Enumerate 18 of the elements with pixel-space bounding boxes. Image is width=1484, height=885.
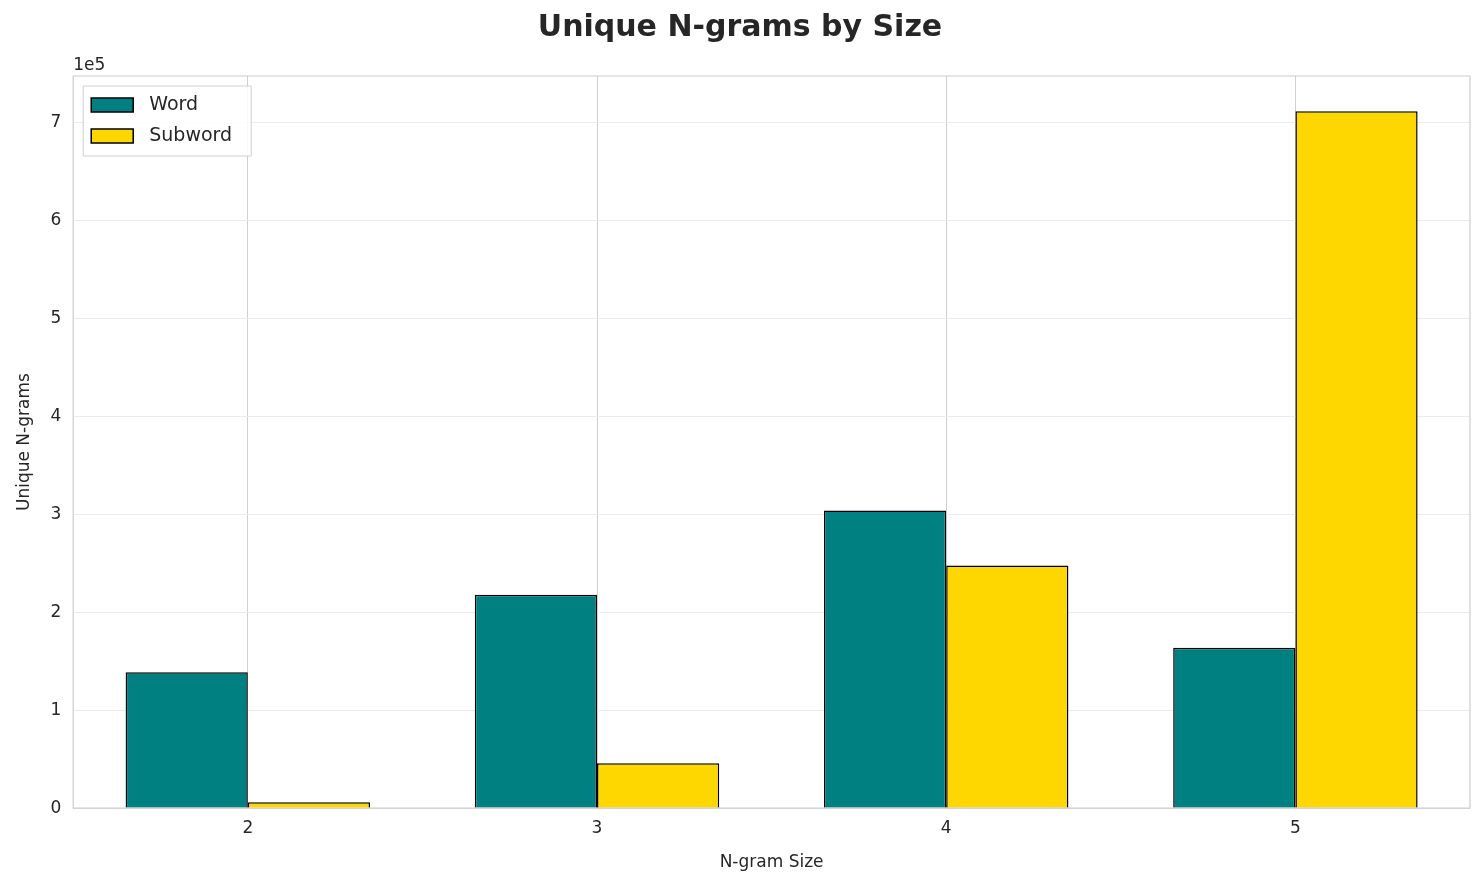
y-tick-label: 1	[50, 698, 62, 719]
y-tick-label: 0	[50, 796, 62, 817]
legend-label: Word	[149, 91, 199, 114]
chart-title: Unique N-grams by Size	[537, 7, 943, 43]
y-tick-label: 7	[50, 111, 62, 132]
y-axis-title: Unique N-grams	[12, 373, 33, 512]
x-tick-label: 4	[940, 816, 952, 837]
x-tick-label: 5	[1289, 816, 1301, 837]
legend-label: Subword	[149, 122, 233, 145]
x-axis-title: N-gram Size	[719, 851, 824, 872]
y-tick-label: 2	[50, 600, 62, 621]
y-tick-label: 4	[50, 405, 62, 426]
y-tick-label: 6	[50, 209, 62, 230]
x-tick-label: 3	[591, 816, 603, 837]
y-tick-label: 3	[50, 502, 62, 523]
x-tick-label: 2	[242, 816, 254, 837]
y-tick-label: 5	[50, 307, 62, 328]
text: 1e5	[73, 53, 106, 74]
